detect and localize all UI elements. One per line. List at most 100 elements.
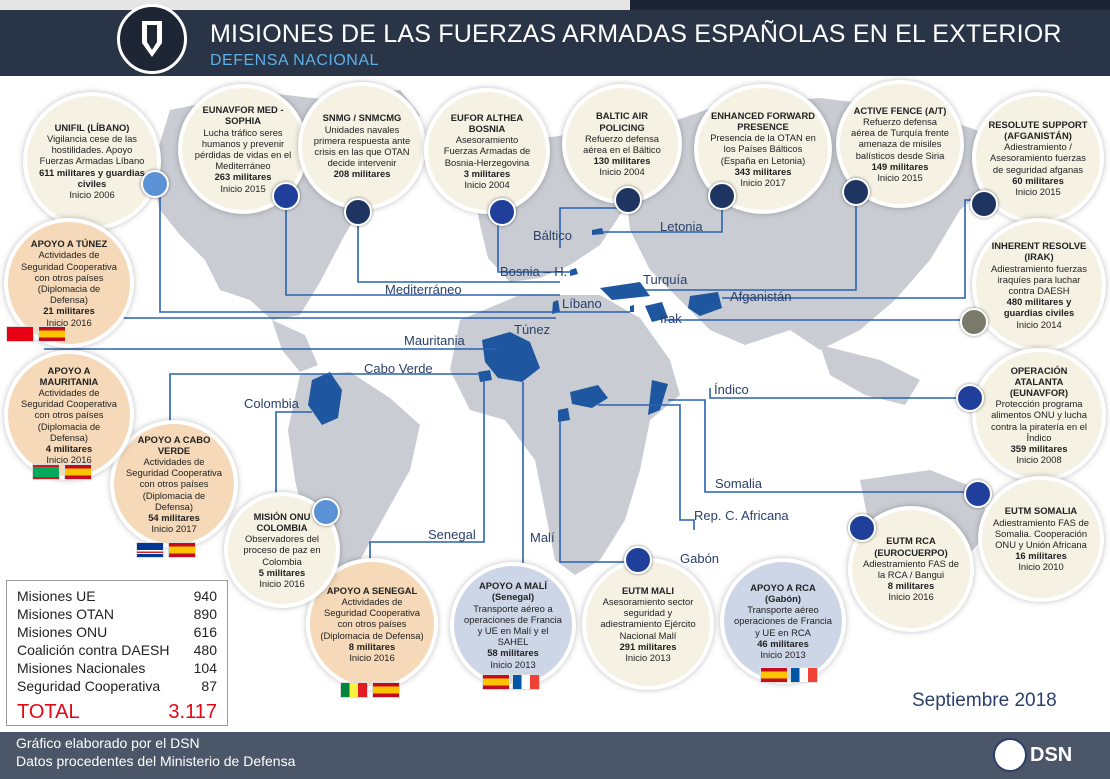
iraq-shape [645, 302, 668, 322]
mission-title: APOYO A TÚNEZ [30, 238, 108, 250]
mission-troops: 16 militares [1015, 550, 1067, 562]
mission-title: APOYO A RCA (Gabón) [750, 581, 816, 604]
totals-value: 87 [201, 678, 217, 694]
mission-start: Inicio 2016 [46, 316, 92, 328]
dsn-seal-icon [993, 738, 1027, 772]
mission-start: Inicio 2016 [349, 652, 395, 663]
mission-start: Inicio 2010 [1018, 561, 1064, 573]
totals-label: Misiones ONU [17, 624, 108, 640]
label-indico: Índico [714, 382, 749, 397]
mission-desc: Vigilancia cese de las hostilidades. Apo… [39, 132, 145, 167]
label-libano: Líbano [562, 296, 602, 311]
mission-apoyo-tunez: APOYO A TÚNEZ Actividades de Seguridad C… [8, 222, 130, 344]
coalition-emblem-icon [960, 308, 988, 336]
senegal-flag-icon [340, 682, 368, 698]
totals-value: 890 [193, 606, 217, 622]
mission-desc: Asesoramiento Fuerzas Armadas de Bosnia-… [443, 134, 531, 168]
eu-flag-icon [964, 480, 992, 508]
label-mauritania: Mauritania [404, 333, 465, 348]
mission-desc: Actividades de Seguridad Cooperativa con… [320, 595, 424, 641]
grand-total: TOTAL 3.117 [17, 701, 217, 724]
mission-sophia: EUNAVFOR MED - SOPHIA Lucha tráfico sere… [182, 88, 304, 210]
label-bosnia: Bosnia – H. [500, 264, 568, 279]
nato-emblem-icon [708, 182, 736, 210]
page-subtitle: DEFENSA NACIONAL [210, 52, 379, 69]
totals-value: 616 [193, 624, 217, 640]
mission-troops: 5 militares [258, 566, 306, 578]
label-senegal: Senegal [428, 527, 476, 542]
mission-desc: Actividades de Seguridad Cooperativa con… [126, 455, 222, 512]
totals-label: Seguridad Cooperativa [17, 678, 161, 694]
mission-start: Inicio 2013 [490, 658, 536, 670]
senegal-shape [478, 370, 492, 382]
mission-start: Inicio 2016 [888, 591, 934, 603]
mission-troops: 4 militares [45, 443, 93, 454]
eu-flag-icon [272, 182, 300, 210]
mission-troops: 60 militares [1012, 174, 1064, 186]
mission-apoyo-rca: APOYO A RCA (Gabón) Transporte aéreo ope… [724, 562, 842, 680]
line-colombia [275, 411, 312, 500]
label-rca: Rep. C. Africana [694, 508, 789, 523]
mission-start: Inicio 2006 [69, 189, 115, 200]
mission-title: BALTIC AIR POLICING [595, 110, 649, 133]
mission-troops: 149 militares [871, 160, 929, 172]
line-somalia [668, 399, 965, 493]
onu-emblem-icon [141, 170, 169, 198]
nato-emblem-icon [614, 186, 642, 214]
mission-desc: Transporte aéreo operaciones de Francia … [734, 604, 832, 638]
mission-troops: 8 militares [887, 580, 935, 592]
mission-desc: Observadores del proceso de paz en Colom… [243, 533, 321, 567]
mission-troops: 291 militares [619, 640, 677, 652]
totals-value: 940 [193, 588, 217, 604]
bosnia-shape [570, 268, 578, 276]
onu-emblem-icon [312, 498, 340, 526]
nato-emblem-icon [970, 190, 998, 218]
label-gabon: Gabón [680, 551, 720, 566]
mission-desc: Adiestramiento FAS de la RCA / Bangui [863, 557, 959, 580]
spain-flag-icon [760, 667, 788, 683]
totals-value: 104 [193, 660, 217, 676]
mission-troops: 480 militares y guardias civiles [1003, 296, 1075, 319]
mission-start: Inicio 2017 [151, 523, 197, 535]
mission-title: ENHANCED FORWARD PRESENCE [711, 109, 815, 132]
mission-desc: Actividades de Seguridad Cooperativa con… [21, 249, 117, 306]
line-unifil [159, 190, 630, 313]
mission-baltic: BALTIC AIR POLICING Refuerzo defensa aér… [566, 88, 678, 200]
mission-althea: EUFOR ALTHEA BOSNIA Asesoramiento Fuerza… [428, 92, 546, 210]
mission-troops: 611 militares y guardias civiles [39, 166, 145, 189]
totals-row: Misiones ONU 616 [17, 623, 217, 641]
mission-title: RESOLUTE SUPPORT (AFGANISTÁN) [988, 118, 1088, 141]
highlighted-countries [308, 228, 722, 425]
mission-desc: Lucha tráfico seres humanos y prevenir p… [194, 126, 292, 172]
mission-unifil: UNIFIL (LÍBANO) Vigilancia cese de las h… [27, 96, 157, 226]
mission-start: Inicio 2004 [599, 166, 645, 178]
gabon-shape [558, 408, 570, 422]
mission-troops: 130 militares [593, 155, 651, 167]
southeast-asia [820, 345, 920, 405]
central-america [272, 320, 318, 372]
mission-start: Inicio 2008 [1016, 454, 1062, 466]
cabo-verde-flag-icon [136, 542, 164, 558]
label-somalia: Somalia [715, 476, 762, 491]
mission-start: Inicio 2016 [259, 578, 305, 589]
mission-start: Inicio 2015 [1015, 186, 1061, 197]
mission-title: EUTM SOMALIA [1004, 505, 1078, 517]
spain-flag-icon [38, 326, 66, 342]
mission-desc: Actividades de Seguridad Cooperativa con… [21, 386, 117, 443]
totals-value: 480 [193, 642, 217, 658]
mission-desc: Adiestramiento / Asesoramiento fuerzas d… [990, 141, 1086, 175]
mission-start: Inicio 2016 [46, 454, 92, 466]
totals-row: Coalición contra DAESH 480 [17, 641, 217, 659]
mission-title: APOYO A SENEGAL [326, 584, 418, 596]
mauritania-flag-icon [32, 464, 60, 480]
mission-desc: Adiestramiento fuerzas iraquíes para luc… [991, 262, 1087, 296]
mission-start: Inicio 2015 [220, 182, 266, 194]
mission-start: Inicio 2004 [464, 179, 510, 190]
totals-label: Misiones Nacionales [17, 660, 146, 676]
eu-flag-icon [956, 384, 984, 412]
mission-title: EUTM MALI [621, 584, 675, 596]
mission-title: APOYO A MALÍ (Senegal) [478, 580, 548, 603]
label-turquia: Turquía [643, 272, 688, 287]
mission-desc: Refuerzo defensa aérea de Turquía frente… [851, 115, 949, 161]
mission-onu-colombia: MISIÓN ONU COLOMBIA Observadores del pro… [228, 496, 336, 604]
